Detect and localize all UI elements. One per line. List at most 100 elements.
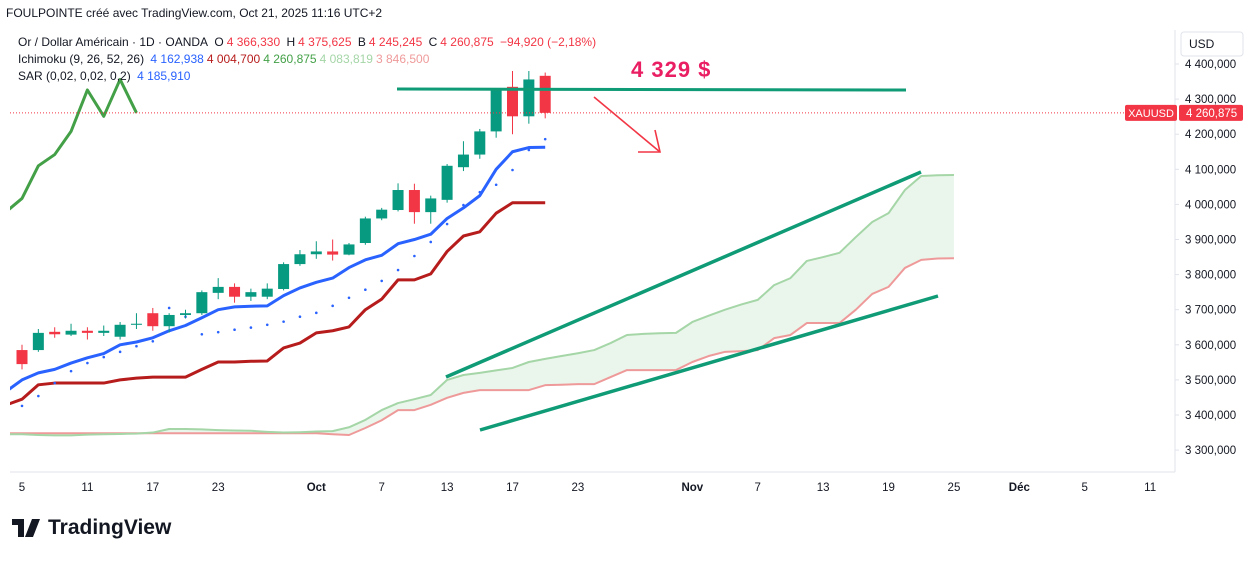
symbol[interactable]: Or / Dollar Américain · 1D · OANDA bbox=[18, 35, 209, 49]
candle-body bbox=[507, 86, 518, 117]
candle-body bbox=[98, 330, 110, 333]
sar-dot bbox=[4, 407, 7, 410]
sar-dot bbox=[315, 311, 318, 315]
indicator-title[interactable]: SAR (0,02, 0,02, 0,2) bbox=[18, 69, 131, 83]
candle-body bbox=[490, 89, 502, 132]
x-tick-label: 5 bbox=[1082, 482, 1088, 494]
candle-body bbox=[392, 190, 404, 211]
y-tick-label: 3 900,000 bbox=[1185, 235, 1236, 247]
x-tick-label: 17 bbox=[506, 482, 519, 494]
x-tick-label: 19 bbox=[882, 482, 895, 494]
x-tick-label: Oct bbox=[307, 482, 326, 494]
indicator-value: 4 004,700 bbox=[206, 52, 261, 66]
y-tick-label: 4 100,000 bbox=[1185, 164, 1236, 176]
currency: USD bbox=[1189, 37, 1215, 51]
candle-body bbox=[310, 251, 322, 255]
sar-dot bbox=[86, 361, 89, 365]
horizontal-line bbox=[396, 87, 907, 92]
currency-button[interactable] bbox=[1180, 31, 1244, 57]
candle-body bbox=[49, 331, 61, 335]
brand: TradingView bbox=[12, 516, 171, 540]
ohlc-value: 4 260,875 bbox=[440, 35, 494, 49]
candle-body bbox=[114, 324, 126, 337]
sar-dot bbox=[543, 137, 547, 141]
cloud-fill bbox=[10, 174, 954, 436]
candle-body bbox=[196, 292, 208, 314]
ohlc-value: 4 366,330 bbox=[226, 35, 281, 49]
candle-body bbox=[441, 165, 453, 200]
candle-body bbox=[294, 254, 306, 265]
sar-dot bbox=[429, 240, 433, 244]
arrow-head bbox=[638, 129, 662, 153]
sar-dot bbox=[413, 254, 416, 258]
candle-body bbox=[359, 218, 371, 244]
indicator-title[interactable]: Ichimoku (9, 26, 52, 26) bbox=[18, 52, 145, 66]
x-tick-label: 7 bbox=[378, 482, 384, 494]
y-tick-label: 4 200,000 bbox=[1185, 129, 1236, 141]
sar-dot bbox=[462, 203, 465, 207]
channel-line bbox=[479, 294, 939, 432]
sar-dot bbox=[53, 381, 56, 385]
x-tick-label: 17 bbox=[146, 482, 159, 494]
y-tick-label: 3 500,000 bbox=[1185, 375, 1236, 387]
sar-dot bbox=[249, 326, 253, 329]
candle-body bbox=[343, 244, 355, 255]
y-tick-label: 3 700,000 bbox=[1185, 305, 1236, 317]
arrow bbox=[593, 96, 661, 153]
change: −94,920 (−2,18%) bbox=[500, 35, 597, 49]
price-tag-label: 4 260,875 bbox=[1186, 108, 1237, 120]
candle-body bbox=[327, 251, 339, 255]
ohlc-value: 4 375,625 bbox=[298, 35, 352, 49]
candle-body bbox=[245, 292, 257, 297]
sar-dot bbox=[478, 190, 482, 194]
x-tick-label: 11 bbox=[81, 482, 93, 494]
sar-dot bbox=[69, 369, 73, 373]
x-tick-label: 5 bbox=[19, 482, 25, 494]
indicator-value: 4 185,910 bbox=[137, 69, 191, 83]
candle-body bbox=[408, 190, 420, 213]
sar-dot bbox=[282, 320, 285, 323]
x-tick-label: 13 bbox=[441, 482, 454, 494]
sar-dot bbox=[151, 339, 155, 343]
y-tick-label: 3 800,000 bbox=[1185, 270, 1236, 282]
annotation: 4 329 $ bbox=[631, 57, 711, 82]
x-tick-label: 23 bbox=[212, 482, 225, 494]
candle-body bbox=[474, 131, 486, 155]
x-tick-label: 23 bbox=[572, 482, 585, 494]
indicator-line bbox=[10, 173, 954, 437]
sar-dot bbox=[102, 355, 106, 359]
legend-sar: SAR (0,02, 0,02, 0,2) 4 185,910 bbox=[18, 69, 193, 83]
indicator-line bbox=[10, 145, 546, 391]
candle-body bbox=[130, 323, 142, 325]
ohlc-key: C bbox=[428, 35, 438, 49]
candle-body bbox=[65, 330, 77, 335]
candle-body bbox=[163, 314, 175, 327]
brand-name: TradingView bbox=[48, 516, 172, 539]
sar-dot bbox=[200, 332, 204, 336]
candle-body bbox=[16, 350, 28, 365]
candle-body bbox=[81, 330, 93, 333]
sar-dot bbox=[396, 268, 400, 272]
sar-dot bbox=[37, 394, 40, 398]
sar-dot bbox=[216, 330, 220, 334]
candle-body bbox=[212, 286, 224, 293]
y-tick-label: 3 600,000 bbox=[1185, 340, 1236, 352]
sar-dot bbox=[364, 288, 367, 291]
x-tick-label: Déc bbox=[1009, 482, 1031, 494]
channel-line bbox=[445, 170, 922, 379]
candle-body bbox=[278, 264, 290, 289]
indicator-line bbox=[10, 77, 138, 211]
sar-dot bbox=[331, 304, 334, 308]
sar-dot bbox=[347, 296, 351, 300]
candle-body bbox=[539, 75, 551, 113]
candle-body bbox=[180, 313, 191, 315]
sar-dot bbox=[167, 306, 171, 310]
sar-dot bbox=[233, 328, 236, 332]
symbol-tag-label: XAUUSD bbox=[1128, 108, 1174, 120]
sar-dot bbox=[298, 315, 302, 319]
sar-dot bbox=[494, 183, 498, 187]
drawings: 4 329 $ bbox=[396, 57, 939, 432]
symbol-tag bbox=[1125, 104, 1177, 121]
